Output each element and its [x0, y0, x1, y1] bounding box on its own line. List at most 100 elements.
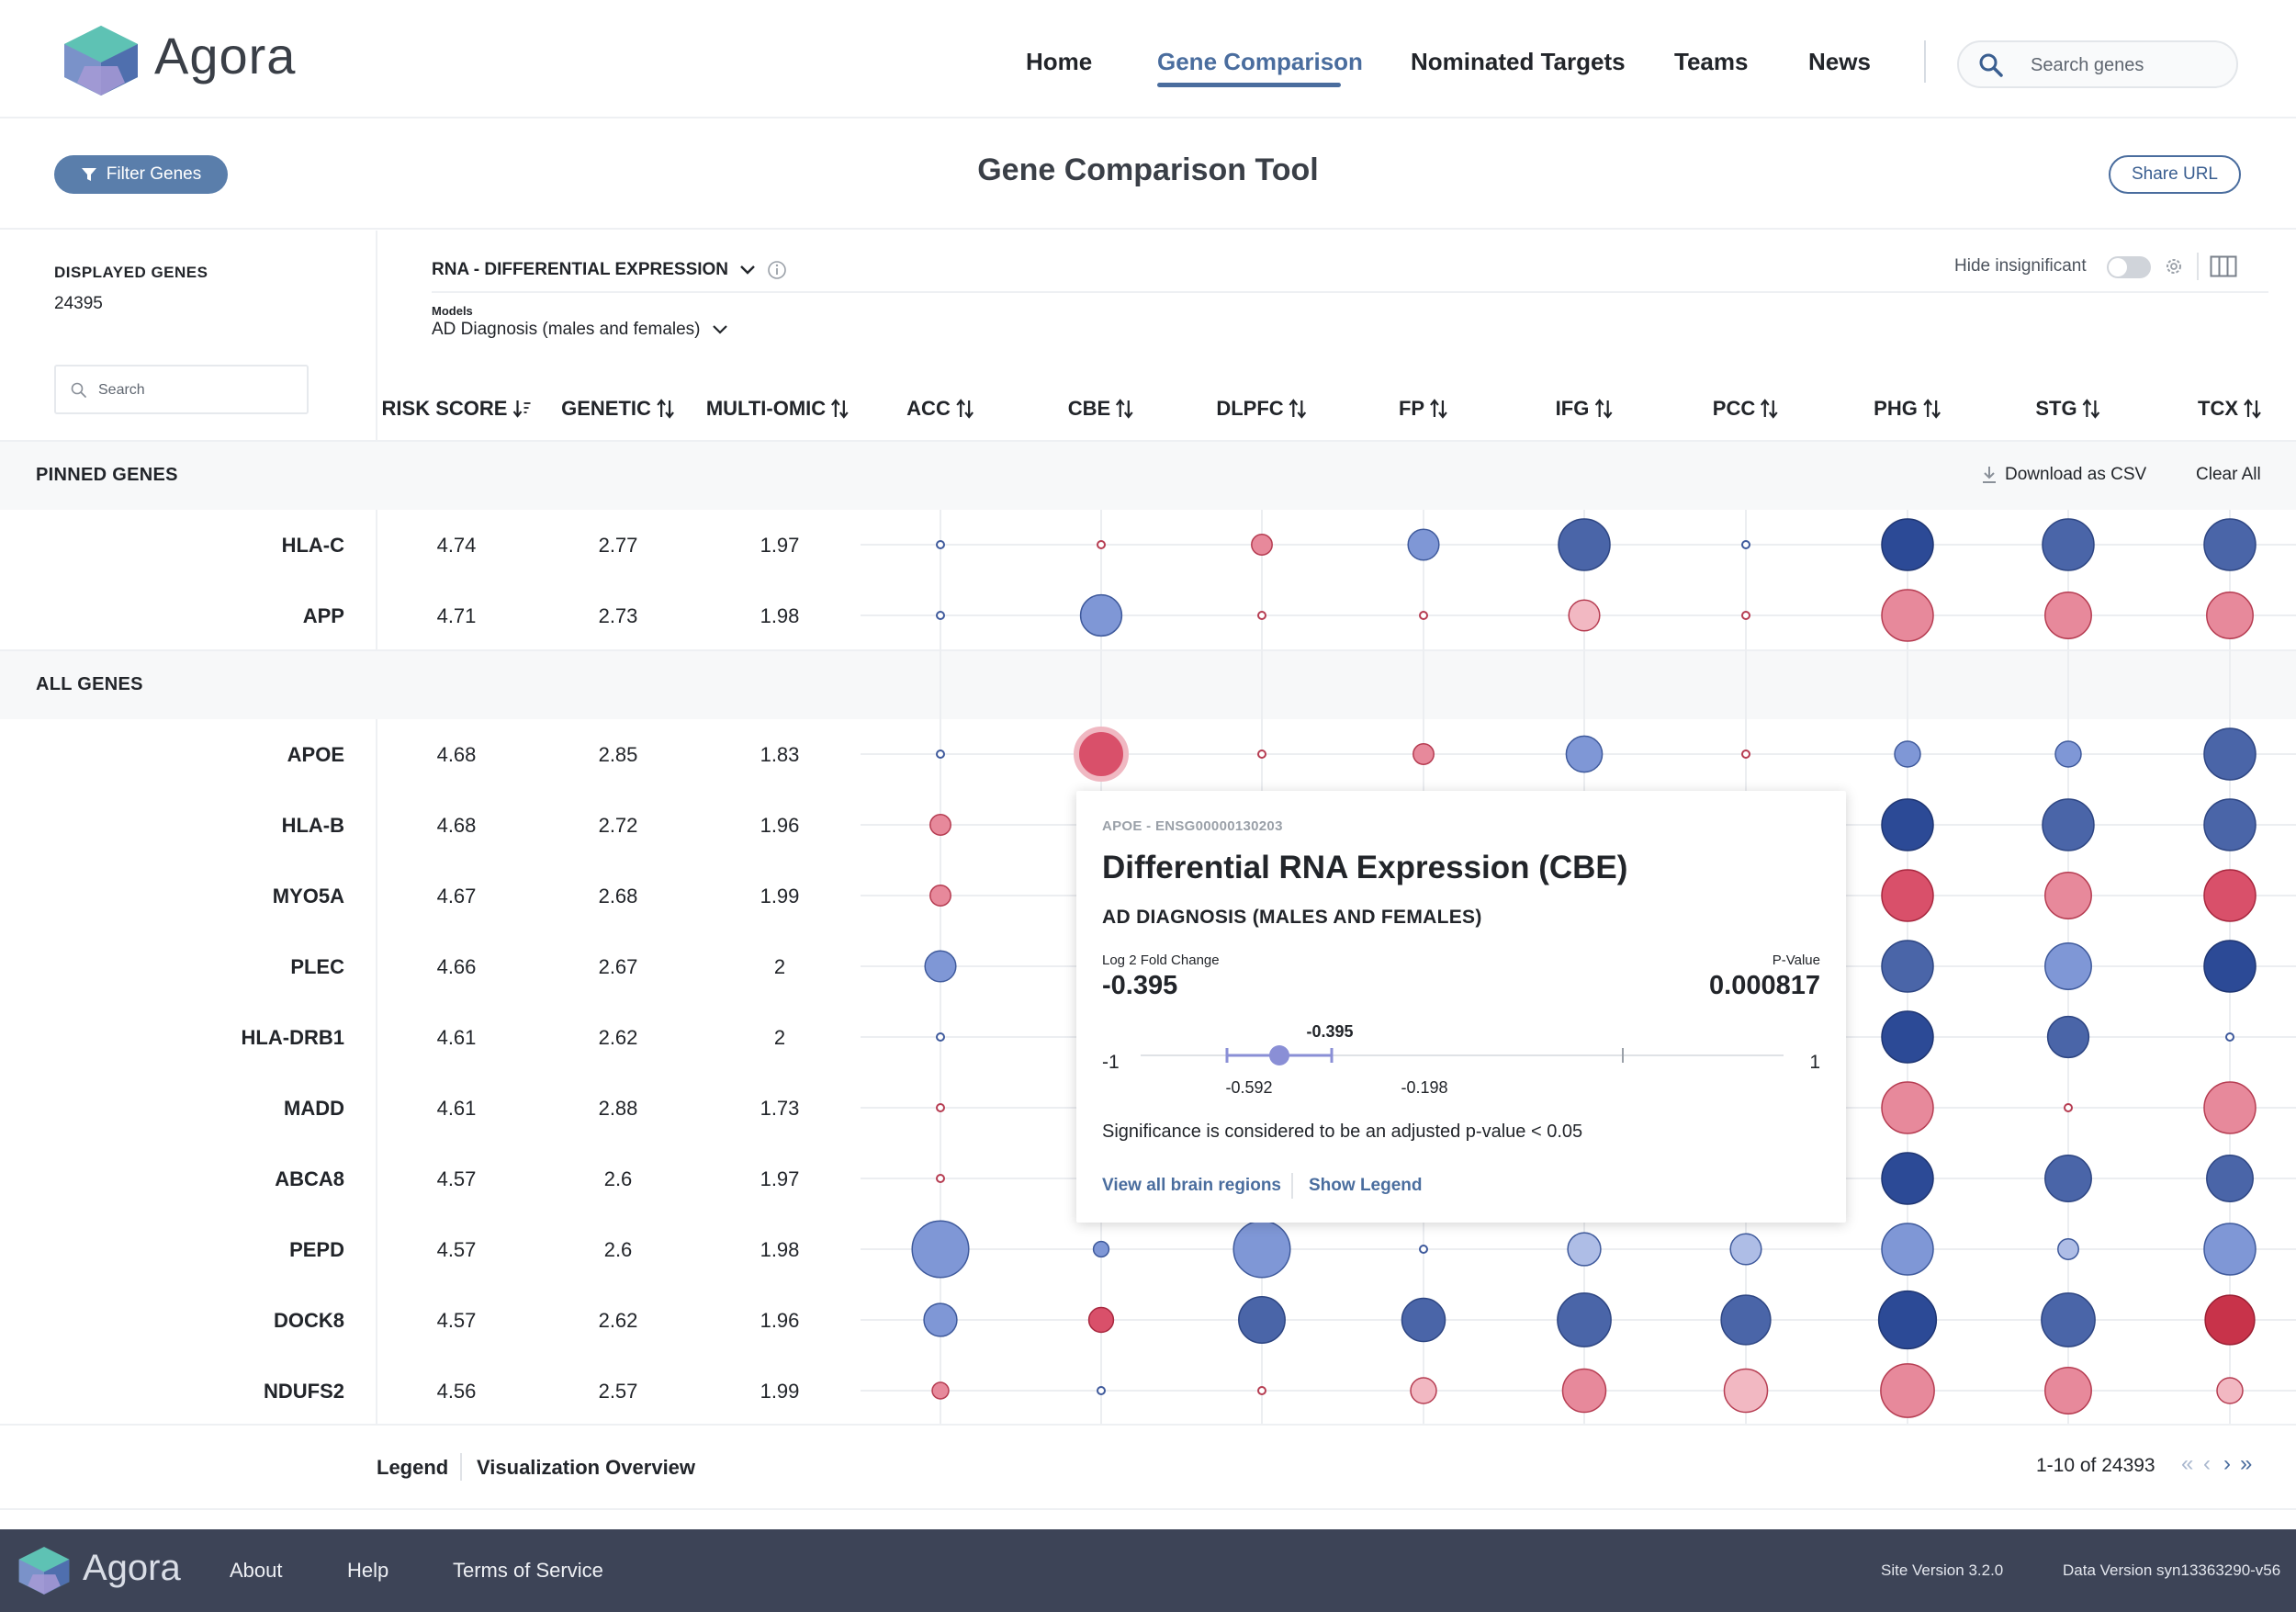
column-header-risk-score[interactable]: RISK SCORE: [382, 397, 532, 421]
first-page-icon[interactable]: «: [2181, 1451, 2194, 1476]
multiomic-score-cell: 1.73: [760, 1097, 800, 1120]
column-header-genetic[interactable]: GENETIC: [561, 397, 675, 421]
search-icon: [1979, 53, 2003, 77]
models-dropdown[interactable]: AD Diagnosis (males and females): [432, 320, 728, 340]
sort-icon: [831, 399, 850, 419]
gene-name[interactable]: DOCK8: [273, 1309, 344, 1332]
column-header-ifg[interactable]: IFG: [1556, 397, 1614, 421]
table-row[interactable]: APOE 4.68 2.85 1.83: [0, 719, 2296, 790]
agora-logo-text[interactable]: Agora: [154, 27, 297, 85]
agora-logo-icon[interactable]: [61, 24, 141, 97]
genetic-score-cell: 2.68: [598, 885, 638, 907]
legend-link[interactable]: Legend: [377, 1456, 449, 1479]
share-url-button[interactable]: Share URL: [2109, 155, 2241, 194]
multiomic-score-cell: 1.98: [760, 1238, 800, 1261]
nav-nominated-targets[interactable]: Nominated Targets: [1411, 48, 1626, 75]
view-all-regions-link[interactable]: View all brain regions: [1102, 1176, 1281, 1195]
footer-help-link[interactable]: Help: [347, 1559, 389, 1582]
column-header-pcc[interactable]: PCC: [1713, 397, 1779, 421]
nav-gene-comparison[interactable]: Gene Comparison: [1157, 48, 1363, 75]
column-header-label: TCX: [2198, 397, 2238, 420]
clear-all-button[interactable]: Clear All: [2196, 465, 2261, 484]
risk-score-cell: 4.61: [436, 1097, 477, 1120]
column-header-tcx[interactable]: TCX: [2198, 397, 2262, 421]
agora-footer-logo-icon[interactable]: [17, 1545, 72, 1596]
gene-search-box[interactable]: [1957, 40, 2238, 88]
columns-icon[interactable]: [2210, 255, 2237, 277]
column-header-acc[interactable]: ACC: [906, 397, 974, 421]
risk-score-cell: 4.57: [436, 1167, 477, 1190]
sort-icon: [1594, 399, 1613, 419]
gene-name[interactable]: APP: [302, 604, 344, 627]
p-value-label: P-Value: [1772, 953, 1820, 968]
show-legend-link[interactable]: Show Legend: [1309, 1176, 1423, 1195]
hide-insignificant-toggle[interactable]: [2107, 256, 2151, 278]
ci-high-label: -0.198: [1401, 1078, 1448, 1097]
filter-genes-button[interactable]: Filter Genes: [54, 155, 228, 194]
gene-name[interactable]: HLA-DRB1: [241, 1026, 344, 1049]
gene-name[interactable]: APOE: [287, 743, 344, 766]
footer-about-link[interactable]: About: [230, 1559, 283, 1582]
risk-score-cell: 4.74: [436, 534, 477, 557]
sort-icon: [1761, 399, 1779, 419]
tooltip-link-divider: [1291, 1173, 1293, 1199]
info-icon[interactable]: [767, 260, 787, 280]
title-bar: Filter Genes Gene Comparison Tool Share …: [0, 119, 2296, 230]
prev-page-icon[interactable]: ‹: [2203, 1451, 2211, 1476]
column-header-stg[interactable]: STG: [2035, 397, 2100, 421]
gear-icon[interactable]: [2163, 255, 2185, 277]
risk-score-cell: 4.71: [436, 604, 477, 627]
point-estimate-dot: [1269, 1045, 1289, 1065]
models-label: Models: [432, 304, 473, 318]
genetic-score-cell: 2.88: [598, 1097, 638, 1120]
download-csv-button[interactable]: Download as CSV: [1981, 465, 2146, 485]
table-row[interactable]: DOCK8 4.57 2.62 1.96: [0, 1285, 2296, 1356]
column-header-label: DLPFC: [1216, 397, 1284, 420]
column-header-fp[interactable]: FP: [1399, 397, 1448, 421]
gene-name[interactable]: PEPD: [289, 1238, 344, 1261]
column-header-multi-omic[interactable]: MULTI-OMIC: [706, 397, 850, 421]
gene-table-search-input[interactable]: [98, 379, 291, 401]
risk-score-cell: 4.57: [436, 1309, 477, 1332]
genetic-score-cell: 2.62: [598, 1026, 638, 1049]
column-header-label: IFG: [1555, 397, 1590, 420]
column-header-label: RISK SCORE: [381, 397, 508, 420]
nav-teams[interactable]: Teams: [1674, 48, 1749, 75]
risk-score-cell: 4.66: [436, 955, 477, 978]
last-page-icon[interactable]: »: [2240, 1451, 2253, 1476]
search-genes-input[interactable]: [2031, 53, 2223, 77]
point-estimate-label: -0.395: [1306, 1022, 1354, 1041]
gene-name[interactable]: HLA-B: [281, 814, 344, 837]
gene-name[interactable]: ABCA8: [275, 1167, 344, 1190]
significance-note: Significance is considered to be an adju…: [1102, 1122, 1583, 1142]
column-header-dlpfc[interactable]: DLPFC: [1216, 397, 1307, 421]
nav-active-underline: [1157, 83, 1341, 87]
column-header-cbe[interactable]: CBE: [1068, 397, 1134, 421]
column-header-phg[interactable]: PHG: [1874, 397, 1941, 421]
footer-terms-link[interactable]: Terms of Service: [453, 1559, 603, 1582]
table-row[interactable]: APP 4.71 2.73 1.98: [0, 581, 2296, 651]
gene-name[interactable]: NDUFS2: [263, 1380, 344, 1403]
category-dropdown[interactable]: RNA - DIFFERENTIAL EXPRESSION: [432, 260, 787, 280]
column-header-label: PHG: [1874, 397, 1918, 420]
nav-news[interactable]: News: [1808, 48, 1871, 75]
gene-name[interactable]: PLEC: [290, 955, 344, 978]
multiomic-score-cell: 1.99: [760, 885, 800, 907]
gene-table-search[interactable]: [54, 365, 309, 414]
nav-home[interactable]: Home: [1026, 48, 1093, 75]
table-row[interactable]: PEPD 4.57 2.6 1.98: [0, 1214, 2296, 1285]
table-row[interactable]: HLA-C 4.74 2.77 1.97: [0, 510, 2296, 581]
gene-name[interactable]: MYO5A: [272, 885, 344, 907]
gene-name[interactable]: MADD: [284, 1097, 344, 1120]
gene-name[interactable]: HLA-C: [281, 534, 344, 557]
multiomic-score-cell: 1.96: [760, 1309, 800, 1332]
footer-brand[interactable]: Agora: [83, 1548, 181, 1588]
sort-icon: [2082, 399, 2100, 419]
search-icon: [71, 382, 86, 398]
table-row[interactable]: NDUFS2 4.56 2.57 1.99: [0, 1356, 2296, 1426]
next-page-icon[interactable]: ›: [2223, 1451, 2231, 1476]
multiomic-score-cell: 1.98: [760, 604, 800, 627]
download-icon: [1983, 467, 1996, 483]
genetic-score-cell: 2.85: [598, 743, 638, 766]
visualization-overview-link[interactable]: Visualization Overview: [477, 1456, 696, 1479]
